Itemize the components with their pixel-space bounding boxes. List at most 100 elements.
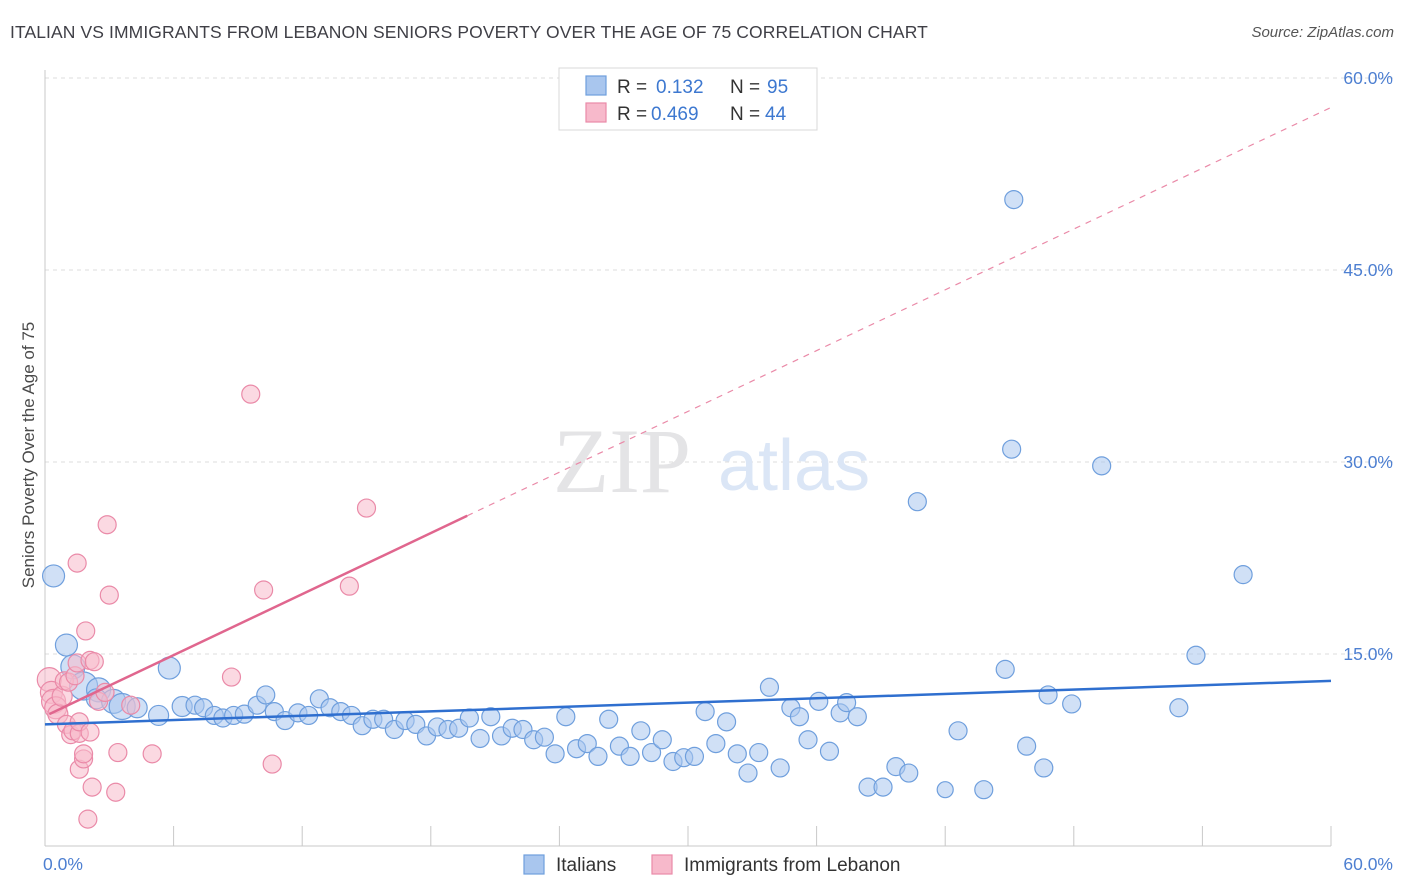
italians-point-90 — [1062, 694, 1082, 714]
chart-source: Source: ZipAtlas.com — [1251, 24, 1394, 41]
italians-point-84 — [995, 659, 1015, 679]
lebanon-point-22 — [80, 722, 100, 742]
bottom-legend-swatch-lebanon — [651, 854, 673, 875]
x-axis-ticks — [44, 826, 1332, 846]
italians-point-60 — [695, 701, 715, 722]
lebanon-point-19 — [76, 621, 96, 641]
series-italians-points — [41, 190, 1253, 800]
italians-point-45 — [534, 727, 554, 747]
italians-point-40 — [481, 707, 501, 727]
series-lebanon-points — [36, 384, 377, 829]
lebanon-point-32 — [142, 744, 162, 764]
lebanon-point-31 — [121, 695, 141, 715]
legend-r-label-italians: R = — [617, 77, 647, 98]
watermark-zip: ZIP — [553, 410, 691, 512]
italians-point-85 — [1004, 190, 1024, 210]
lebanon-point-30 — [108, 742, 128, 763]
y-tick-label-45: 45.0% — [1343, 260, 1393, 280]
lebanon-point-18 — [73, 744, 94, 764]
lebanon-point-23 — [82, 777, 102, 797]
lebanon-point-20 — [78, 809, 98, 829]
lebanon-point-14 — [67, 553, 87, 573]
italians-point-46 — [545, 744, 565, 764]
italians-point-81 — [936, 781, 954, 799]
chart-title: ITALIAN VS IMMIGRANTS FROM LEBANON SENIO… — [10, 22, 928, 42]
italians-point-47 — [556, 707, 576, 727]
lebanon-point-34 — [241, 384, 261, 404]
italians-point-0 — [41, 564, 66, 588]
lebanon-point-33 — [221, 667, 242, 687]
italians-point-82 — [948, 721, 968, 741]
legend-n-value-italians: 95 — [767, 77, 788, 98]
italians-point-75 — [847, 707, 867, 727]
lebanon-point-37 — [339, 576, 359, 596]
lebanon-point-27 — [97, 515, 117, 535]
italians-point-77 — [873, 777, 893, 797]
lebanon-point-35 — [254, 580, 274, 600]
italians-point-94 — [1233, 565, 1253, 585]
italians-point-71 — [809, 691, 829, 711]
lebanon-point-24 — [84, 652, 104, 672]
watermark-atlas: atlas — [718, 426, 870, 506]
italians-point-49 — [577, 733, 597, 754]
italians-point-89 — [1038, 685, 1058, 705]
italians-point-93 — [1186, 645, 1206, 665]
lebanon-point-26 — [95, 682, 115, 703]
legend-r-label-lebanon: R = — [617, 104, 647, 125]
legend-swatch-italians — [585, 75, 607, 96]
italians-point-86 — [1002, 439, 1022, 459]
y-tick-label-60: 60.0% — [1343, 68, 1393, 88]
italians-point-50 — [588, 746, 608, 767]
y-tick-label-15: 15.0% — [1343, 644, 1393, 664]
italians-point-64 — [738, 763, 758, 783]
italians-point-59 — [684, 746, 705, 767]
italians-point-91 — [1092, 456, 1112, 476]
italians-point-88 — [1034, 758, 1054, 778]
italians-point-1 — [54, 633, 79, 657]
italians-point-9 — [147, 704, 170, 727]
bottom-legend-swatch-italians — [523, 854, 545, 875]
italians-point-69 — [789, 707, 810, 727]
trend-lines — [44, 106, 1332, 726]
italians-point-63 — [727, 744, 747, 764]
italians-point-51 — [599, 709, 619, 729]
trend-line-lebanon-extended — [466, 106, 1332, 517]
italians-point-55 — [641, 742, 662, 763]
y-tick-label-30: 30.0% — [1343, 452, 1393, 472]
italians-point-80 — [907, 492, 927, 512]
italians-point-72 — [819, 741, 840, 761]
italians-point-19 — [256, 685, 276, 705]
trend-line-italians — [44, 679, 1332, 726]
lebanon-point-36 — [262, 754, 282, 774]
italians-point-79 — [899, 763, 919, 783]
legend-n-value-lebanon: 44 — [765, 104, 787, 125]
legend-r-value-italians: 0.132 — [656, 77, 704, 98]
bottom-legend-label-italians: Italians — [556, 855, 616, 876]
gridlines — [45, 77, 1395, 655]
italians-point-61 — [706, 733, 726, 754]
y-axis-label: Seniors Poverty Over the Age of 75 — [19, 322, 38, 588]
legend: R = 0.132 N = 95 R = 0.469 N = 44 — [558, 67, 818, 131]
italians-point-56 — [652, 730, 672, 750]
lebanon-point-28 — [99, 585, 119, 605]
legend-n-label-italians: N = — [730, 77, 760, 98]
legend-n-label-lebanon: N = — [730, 104, 760, 125]
italians-point-62 — [716, 712, 737, 732]
italians-point-53 — [620, 746, 640, 767]
legend-swatch-lebanon — [585, 102, 607, 123]
x-tick-label-min: 0.0% — [43, 854, 83, 874]
bottom-legend-label-lebanon: Immigrants from Lebanon — [684, 855, 901, 876]
trend-line-lebanon — [48, 514, 468, 716]
italians-point-38 — [459, 708, 479, 728]
italians-point-65 — [749, 742, 769, 763]
lebanon-point-38 — [356, 498, 377, 518]
x-tick-label-max: 60.0% — [1343, 854, 1393, 874]
italians-point-92 — [1169, 698, 1189, 718]
y-tick-labels: 15.0% 30.0% 45.0% 60.0% — [1343, 68, 1393, 664]
bottom-legend: Italians Immigrants from Lebanon — [523, 854, 901, 876]
italians-point-87 — [1017, 736, 1037, 756]
italians-point-83 — [974, 780, 994, 800]
italians-point-54 — [631, 721, 651, 741]
italians-point-39 — [470, 728, 490, 749]
